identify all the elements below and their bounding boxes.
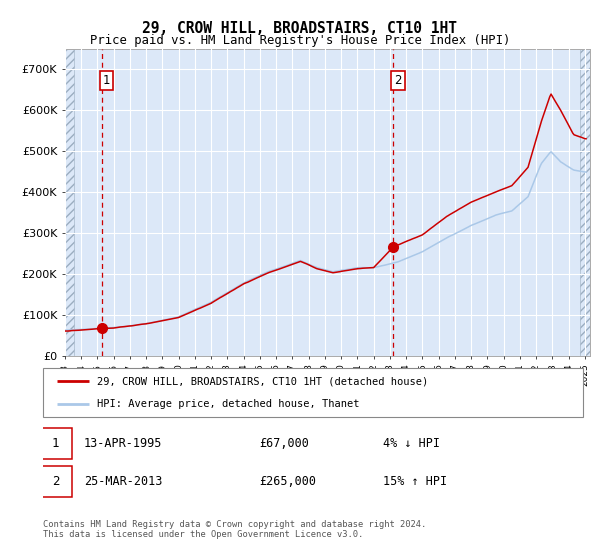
Text: HPI: Average price, detached house, Thanet: HPI: Average price, detached house, Than…: [97, 399, 360, 409]
Bar: [580, 49, 590, 356]
Text: 15% ↑ HPI: 15% ↑ HPI: [383, 475, 448, 488]
Text: 4% ↓ HPI: 4% ↓ HPI: [383, 437, 440, 450]
Text: 1: 1: [103, 74, 110, 87]
FancyBboxPatch shape: [39, 466, 73, 497]
Text: 25-MAR-2013: 25-MAR-2013: [83, 475, 162, 488]
Text: £265,000: £265,000: [259, 475, 316, 488]
FancyBboxPatch shape: [39, 428, 73, 459]
Text: 13-APR-1995: 13-APR-1995: [83, 437, 162, 450]
Text: 2: 2: [52, 475, 59, 488]
Text: 29, CROW HILL, BROADSTAIRS, CT10 1HT: 29, CROW HILL, BROADSTAIRS, CT10 1HT: [143, 21, 458, 36]
Text: 2: 2: [394, 74, 402, 87]
FancyBboxPatch shape: [43, 368, 583, 417]
Text: £67,000: £67,000: [259, 437, 309, 450]
Bar: [65, 49, 74, 356]
Text: 1: 1: [52, 437, 59, 450]
Text: Price paid vs. HM Land Registry's House Price Index (HPI): Price paid vs. HM Land Registry's House …: [90, 34, 510, 46]
Text: 29, CROW HILL, BROADSTAIRS, CT10 1HT (detached house): 29, CROW HILL, BROADSTAIRS, CT10 1HT (de…: [97, 376, 428, 386]
Text: Contains HM Land Registry data © Crown copyright and database right 2024.
This d: Contains HM Land Registry data © Crown c…: [43, 520, 427, 539]
